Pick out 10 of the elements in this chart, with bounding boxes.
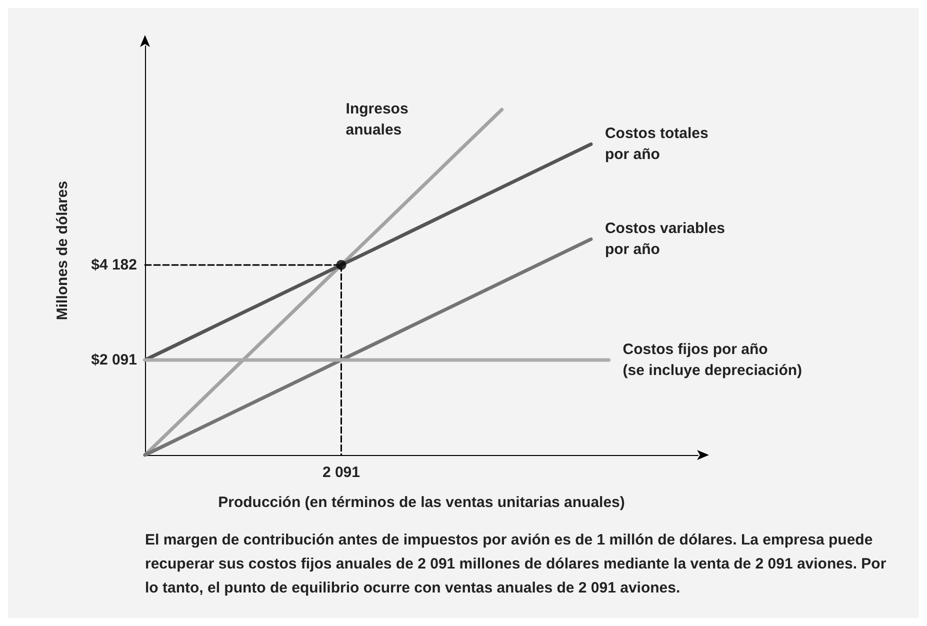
text: Ingresos anuales: [346, 100, 408, 139]
series-label: Costos fijos por año (se incluye depreciación): [622, 340, 802, 379]
y-tick-label: $4 182: [91, 256, 137, 274]
x-axis-title: Producción (en términos de las ventas unitarias anuales): [218, 494, 625, 511]
series-label: Costos totales por año: [604, 125, 708, 164]
y-axis-title: Millones de dólares: [54, 180, 71, 320]
x-tick-label: 2 091: [322, 464, 360, 481]
series-label: Costos variables por año: [604, 220, 726, 258]
y-tick-label: $2 091: [91, 351, 137, 368]
text: El margen de contribución antes de impuestos por avión es de 1 millón de dólares. La empresa puede recuperar sus costos fijos anuales de 2 091 millones de dólares mediante la venta de 2 091 aviones. Por lo tanto, el punto de equilibrio ocurre con ventas anuales de 2 091 aviones.: [145, 532, 890, 596]
